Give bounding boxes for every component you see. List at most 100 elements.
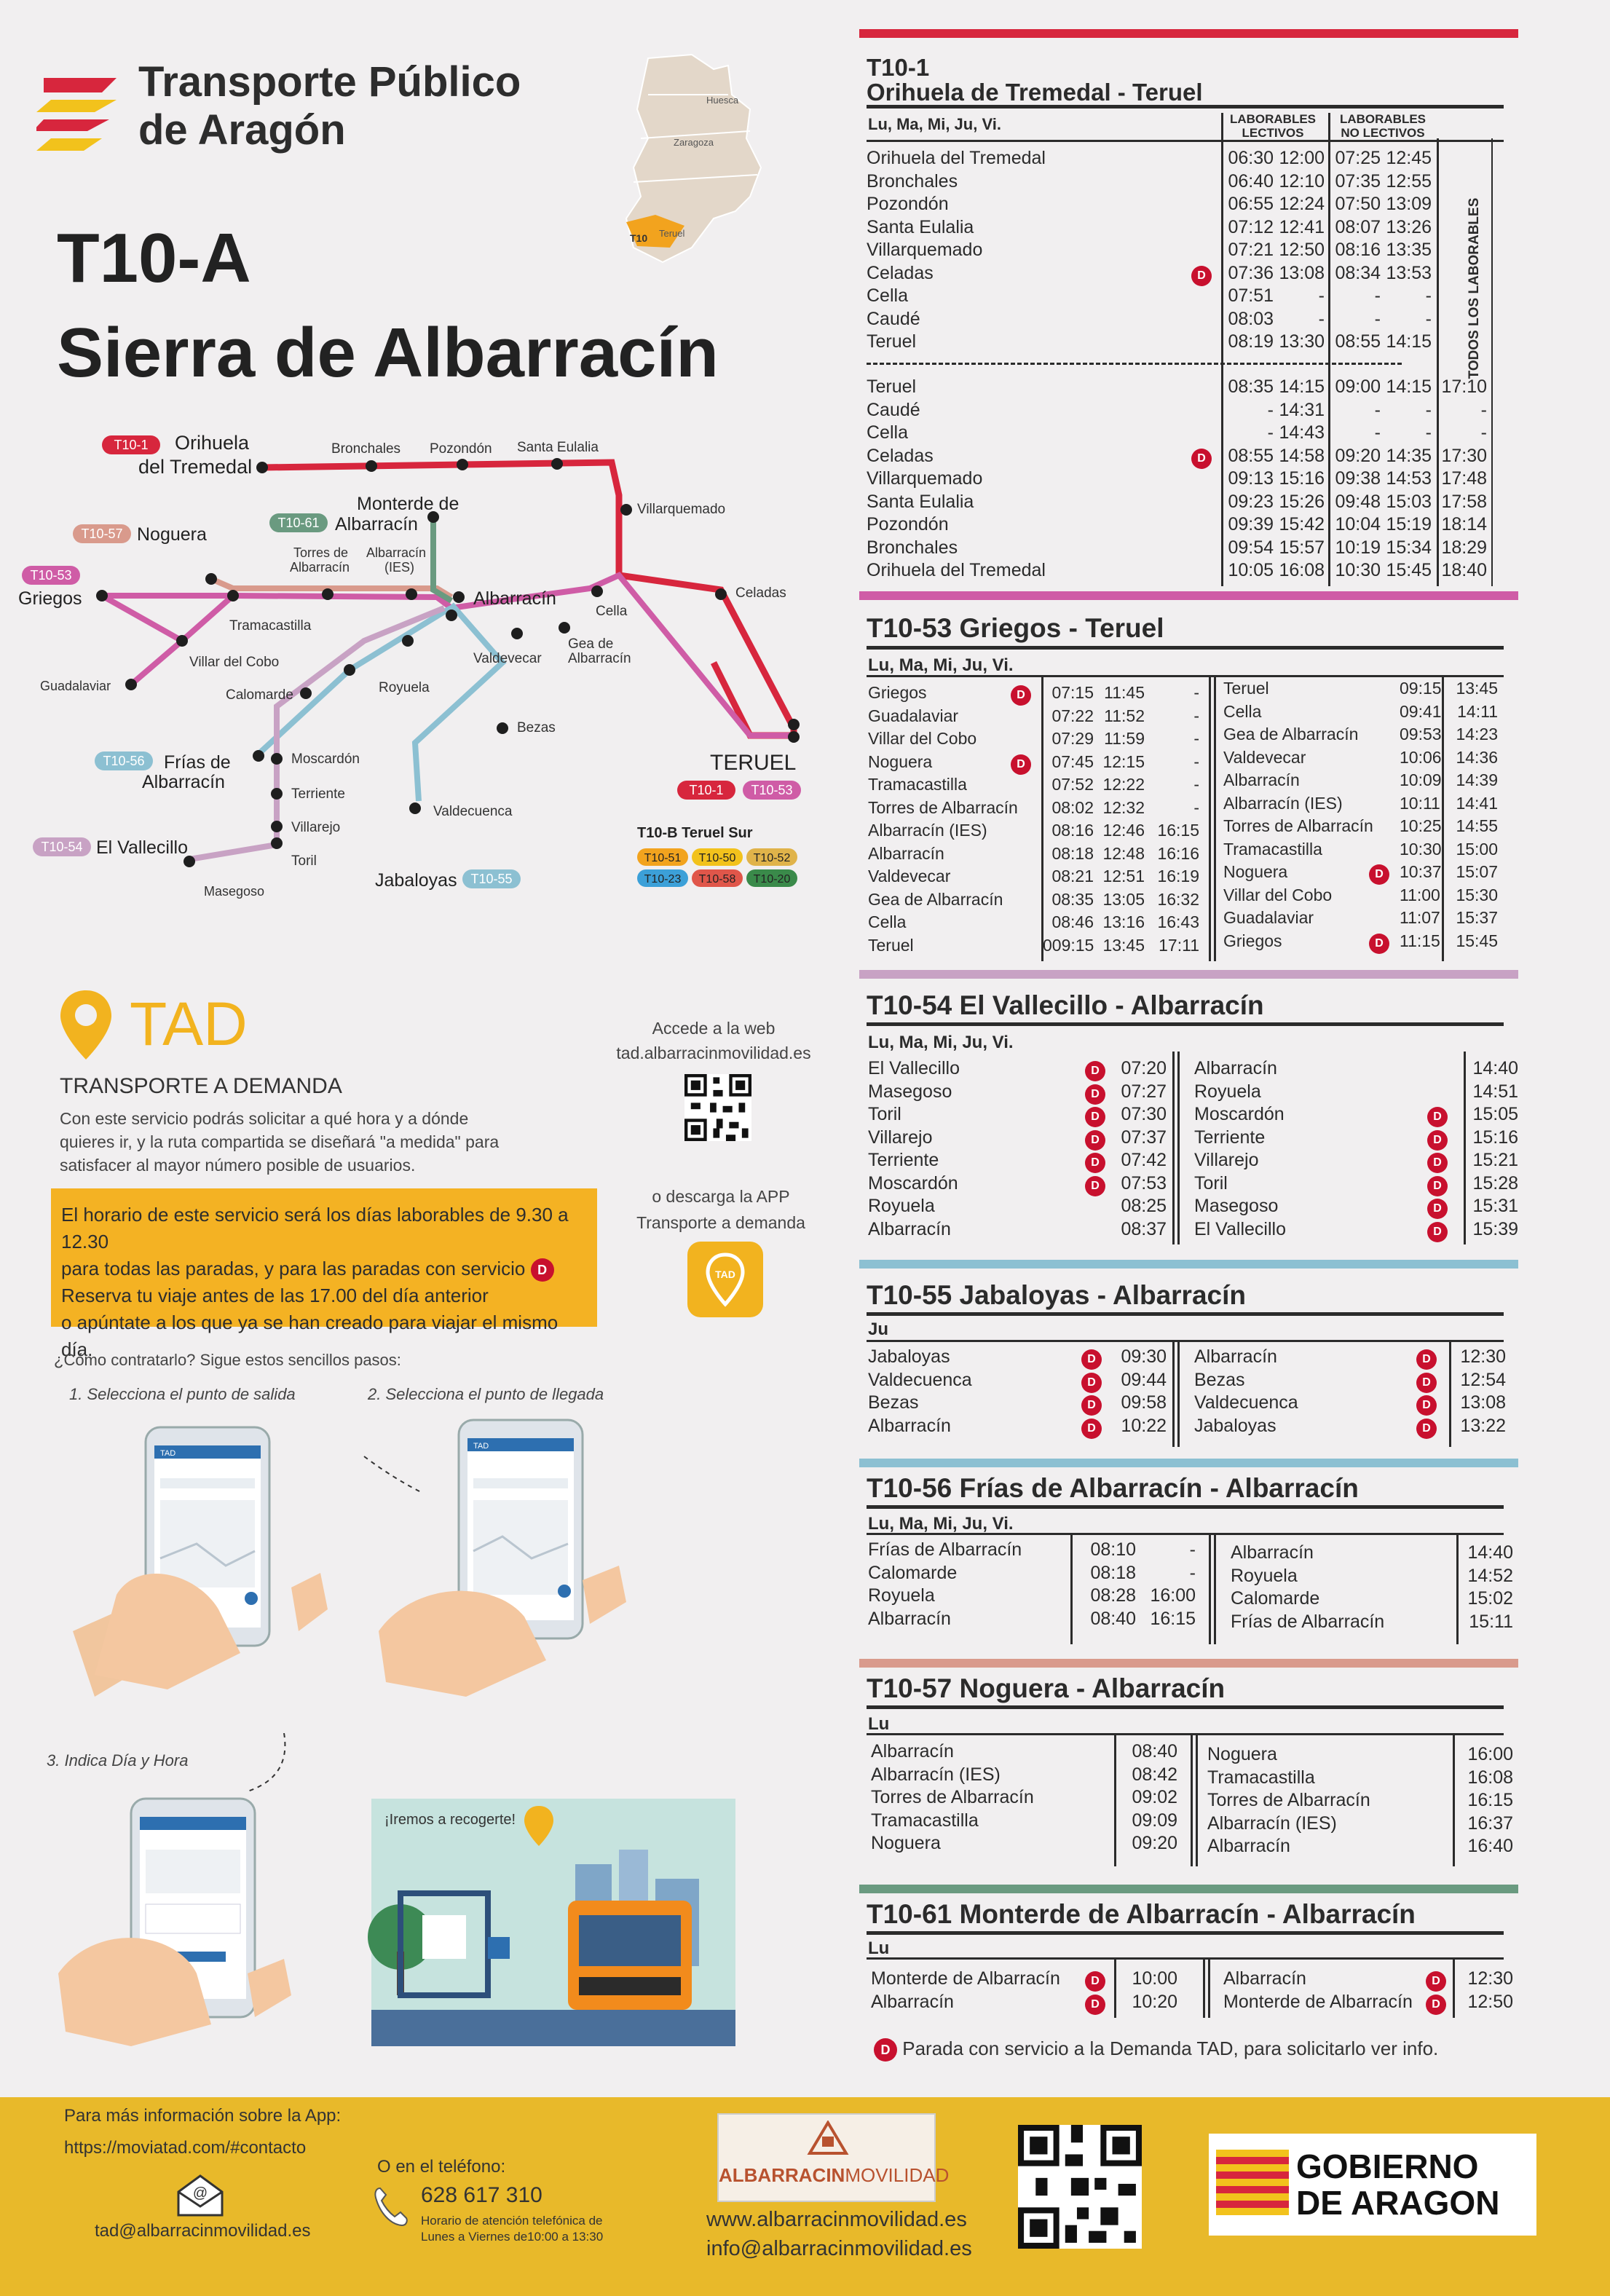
table-cell: 17:10 [1441,376,1487,397]
table-cell: 15:45 [1386,560,1432,580]
table-cell: 14:41 [1456,793,1498,813]
badge-t10-55-text: T10-55 [470,872,512,886]
table-cell: Valdecuenca [1194,1392,1298,1413]
table-cell: 12:50 [1467,1991,1513,2012]
footer-web-email[interactable]: info@albarracinmovilidad.es [706,2237,972,2260]
t10-56-left-stops: Frías de Albarracín Calomarde Royuela Albar… [868,1539,1022,1630]
tad-stop-marker [1191,285,1212,308]
table-cell: 15:45 [1456,931,1498,950]
table-cell: 12:48 [1102,843,1145,863]
table-cell: 09:20 [1132,1833,1177,1853]
qr-code-icon[interactable] [684,1074,751,1141]
table-cell: 16:08 [1467,1767,1513,1788]
tad-logo-text: TAD [130,990,248,1058]
table-cell: 07:15 [1051,683,1094,702]
table-cell: - [1193,797,1199,817]
footer-qr-code-icon[interactable] [1018,2125,1142,2249]
table-cell: 08:03 [1228,308,1274,329]
table-cell: 17:58 [1441,491,1487,512]
tad-d-icon: D [1081,1395,1102,1416]
table-cell: Tramacastilla [868,775,967,794]
table-cell: 12:10 [1279,170,1325,192]
table-cell: 14:39 [1456,770,1498,789]
t10-57-right-c1: 16:00 16:08 16:15 16:37 16:40 [1462,1743,1513,1858]
brand-line-1: Transporte Público [138,58,521,106]
step-1-label: 1. Selecciona el punto de salida [69,1385,296,1403]
table-cell: 07:30 [1121,1104,1167,1124]
table-cell: Bezas [1194,1369,1245,1390]
table-cell: Celadas [867,445,934,466]
table-cell: Moscardón [868,1172,958,1194]
table-cell: Albarracín [868,1218,951,1239]
table-cell: 08:18 [1051,843,1094,863]
sur-badge-3: T10-52 [754,852,791,864]
t10-57-left-c1: 08:40 08:42 09:02 09:09 09:20 [1125,1740,1177,1855]
tad-stop-marker [1191,239,1212,262]
timetable-t10-55-days: Ju [868,1319,889,1339]
footer-info-url[interactable]: https://moviatad.com/#contacto [64,2138,307,2158]
sur-badge-2: T10-50 [699,852,736,864]
tad-app-icon-text: TAD [715,1269,735,1280]
footer-web[interactable]: www.albarracinmovilidad.es [706,2208,967,2231]
table-cell: Cella [868,912,907,931]
tad-legend: D Parada con servicio a la Demanda TAD, … [874,2037,1438,2062]
table-cell: Cella [1223,701,1262,721]
table-cell: Bezas [868,1392,919,1413]
stop-vallecillo: El Vallecillo [96,837,188,858]
timetable-t10-53-days: Lu, Ma, Mi, Ju, Vi. [868,655,1014,675]
tad-d-icon: D [1085,1084,1105,1105]
table-cell: - [1267,399,1274,420]
t10-1-ret-c5: 17:10- -17:30 17:48 17:58 18:14 18:29 18:40 [1440,376,1487,583]
table-cell: 07:53 [1121,1172,1167,1194]
tad-stop-marker [1427,1081,1448,1104]
tad-stop-marker: D [1081,1415,1102,1439]
phone-step-2-illustration: TAD [363,1419,626,1697]
tad-stop-marker: D [1085,1103,1105,1127]
stop-ies: (IES) [384,560,414,575]
legend-d-badge-icon: D [874,2038,897,2062]
table-cell: Villarquemado [867,468,983,489]
footer-phone[interactable]: 628 617 310 [421,2183,542,2207]
timetable-t10-57-title: T10-57 Noguera - Albarracín [867,1673,1226,1703]
tad-stop-marker: D [1427,1195,1448,1219]
tad-web-url[interactable]: tad.albarracinmovilidad.es [616,1044,811,1062]
timetable-t10-1-subtitle: Orihuela de Tremedal - Teruel [867,79,1203,106]
table-cell: 16:00 [1467,1744,1513,1764]
table-cell: 15:37 [1456,908,1498,927]
table-cell: Albarracín (IES) [871,1764,1001,1785]
table-cell: - [1189,1562,1196,1583]
tad-stop-marker [1369,884,1389,907]
table-cell: 08:37 [1121,1218,1167,1239]
table-cell: Royuela [868,1585,935,1606]
table-cell: 07:29 [1051,729,1094,748]
t10-55-left-stops: Jabaloyas Valdecuenca Bezas Albarracín [868,1346,972,1437]
table-cell: 15:21 [1472,1150,1518,1170]
tad-stop-marker: D [1081,1346,1102,1370]
table-cell: 13:08 [1279,262,1325,283]
table-cell: 13:22 [1460,1415,1506,1436]
tad-d-icon: D [1416,1349,1437,1370]
tad-stop-marker [1369,746,1389,770]
table-cell: 12:00 [1279,148,1325,168]
table-cell: 12:24 [1279,194,1325,214]
tad-stop-marker: D [1081,1369,1102,1393]
table-cell: Albarracín [1194,1058,1277,1078]
tad-stop-marker [1191,376,1212,399]
tad-subtitle: TRANSPORTE A DEMANDA [60,1074,342,1098]
tad-app-icon[interactable]: TAD [687,1242,763,1317]
table-cell: 15:57 [1279,537,1325,558]
table-cell: 09:09 [1132,1810,1177,1831]
castle-icon [807,2121,849,2155]
table-cell: 07:52 [1051,775,1094,794]
badge-t10-61-text: T10-61 [277,516,319,530]
stop-bronchales: Bronchales [331,441,400,457]
footer-email[interactable]: tad@albarracinmovilidad.es [95,2221,311,2241]
table-cell: 09:13 [1228,468,1274,489]
tad-stop-marker [1191,331,1212,354]
stop-valdecuenca: Valdecuenca [433,804,513,819]
table-cell: Monterde de Albarracín [1223,1991,1413,2012]
table-cell: 08:35 [1228,376,1274,397]
table-cell: 08:46 [1051,912,1094,931]
table-cell: 08:18 [1090,1562,1136,1583]
